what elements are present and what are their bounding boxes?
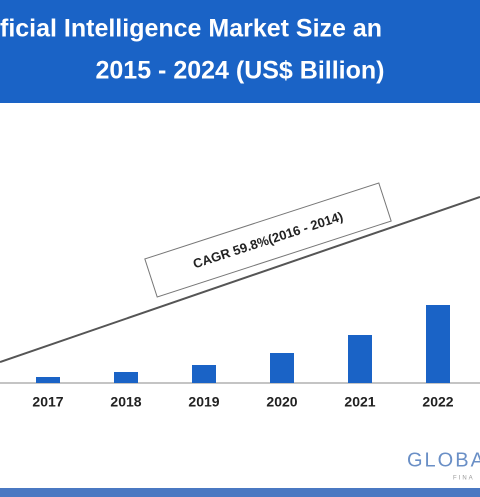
- x-tick-label: 2022: [422, 394, 453, 410]
- trend-line: [0, 196, 480, 363]
- x-tick-label: 2019: [188, 394, 219, 410]
- x-tick-label: 2020: [266, 394, 297, 410]
- bar: [270, 353, 294, 383]
- bar: [192, 365, 216, 383]
- bar: [426, 305, 450, 383]
- footer-band: [0, 488, 480, 497]
- x-tick-label: 2021: [344, 394, 375, 410]
- title-band: [0, 0, 480, 103]
- bar: [348, 335, 372, 383]
- x-tick-label: 2017: [32, 394, 63, 410]
- chart-title: ficial Intelligence Market Size an: [0, 15, 382, 43]
- chart-subtitle: 2015 - 2024 (US$ Billion): [95, 57, 384, 85]
- bar: [114, 372, 138, 383]
- logo-sub: FINA: [453, 476, 475, 482]
- logo: GLOBA: [407, 449, 480, 471]
- bar: [36, 377, 60, 383]
- annotation-frame: [144, 182, 392, 298]
- x-tick-label: 2018: [110, 394, 141, 410]
